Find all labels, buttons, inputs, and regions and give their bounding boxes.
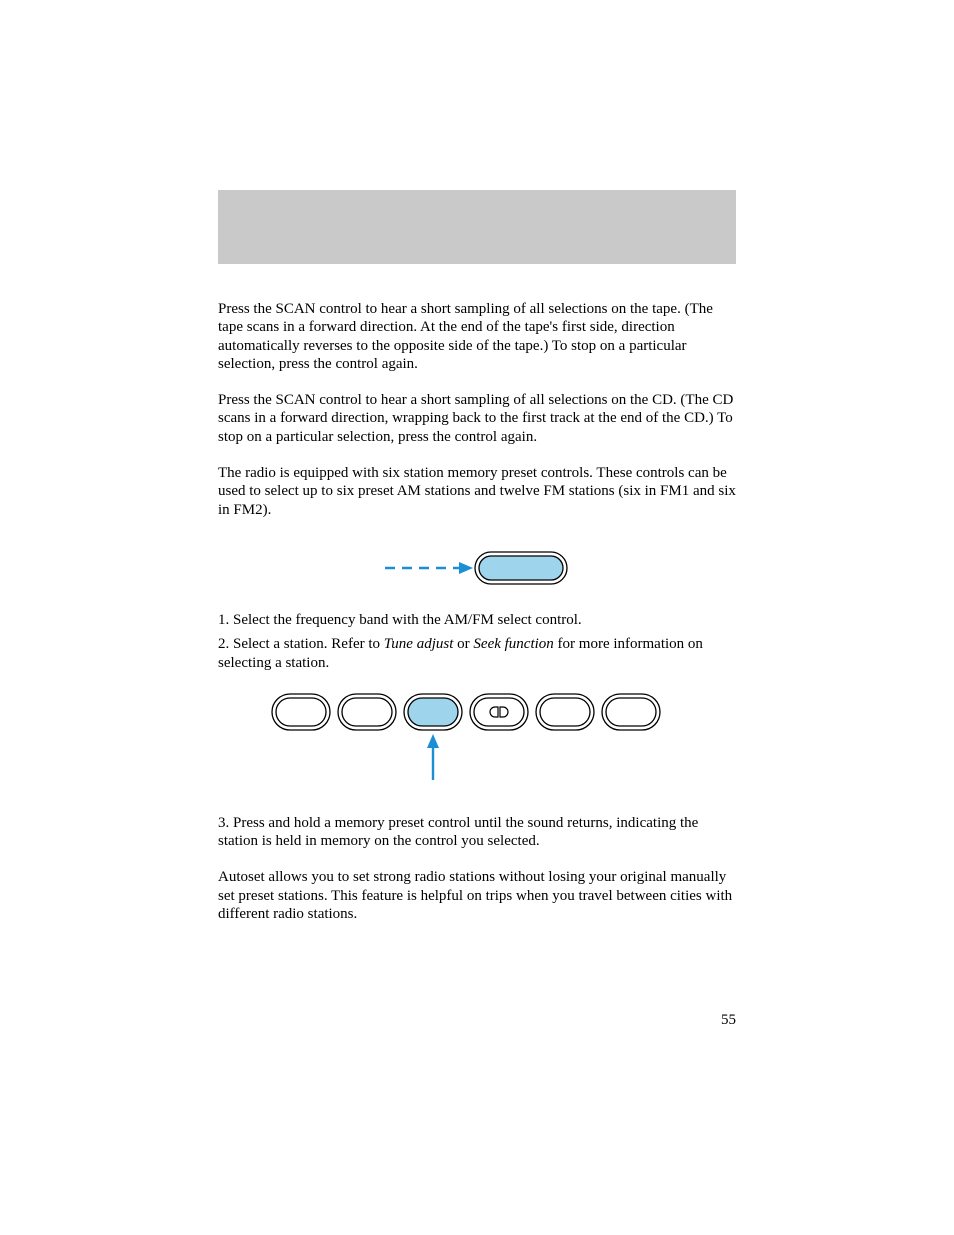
preset-buttons-illustration [262,690,692,790]
step-1: 1. Select the frequency band with the AM… [218,611,736,629]
step-2-tune: Tune adjust [384,636,454,652]
step-3: 3. Press and hold a memory preset contro… [218,814,736,851]
step-2-seek: Seek function [473,636,553,652]
step-2: 2. Select a station. Refer to Tune adjus… [218,635,736,672]
paragraph-tape-scan: Press the SCAN control to hear a short s… [218,300,736,373]
content-column: Press the SCAN control to hear a short s… [218,300,736,941]
band-select-illustration [367,547,587,589]
step-2-a: 2. Select a station. Refer to [218,636,384,652]
paragraph-cd-scan: Press the SCAN control to hear a short s… [218,391,736,446]
diagram-band-select [218,547,736,589]
page-number: 55 [721,1012,736,1029]
header-bar [218,190,736,264]
step-2-or: or [453,636,473,652]
paragraph-autoset: Autoset allows you to set strong radio s… [218,868,736,923]
diagram-preset-row [218,690,736,790]
page: Press the SCAN control to hear a short s… [0,0,954,1235]
paragraph-presets-intro: The radio is equipped with six station m… [218,464,736,519]
